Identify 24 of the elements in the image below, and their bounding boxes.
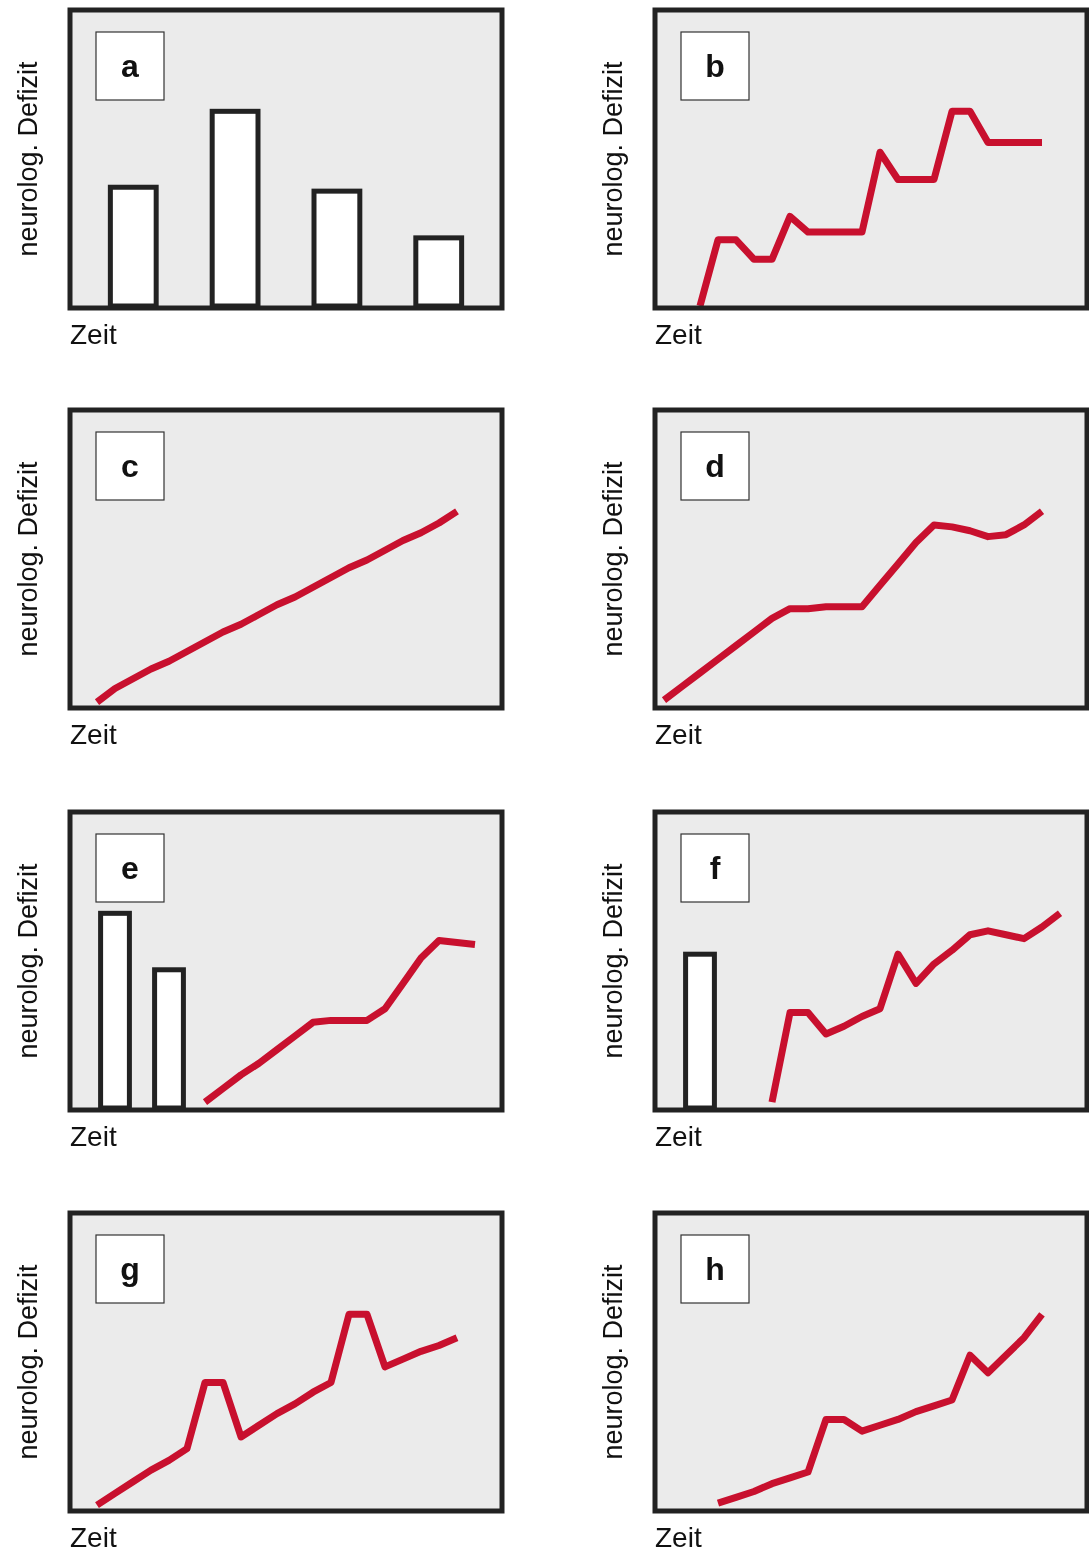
chart-title: a (121, 48, 140, 84)
x-axis-title: Zeit (655, 319, 702, 350)
x-axis-title: Zeit (655, 719, 702, 750)
y-axis-title: neurolog. Defizit (598, 460, 628, 657)
x-axis-title: Zeit (655, 1121, 702, 1152)
y-axis-title: neurolog. Defizit (598, 60, 628, 257)
chart-title: d (705, 448, 725, 484)
x-axis-title: Zeit (70, 1522, 117, 1553)
chart-title: h (705, 1251, 725, 1287)
chart-title: c (121, 448, 139, 484)
chart-title: f (709, 850, 721, 886)
y-axis-title: neurolog. Defizit (13, 862, 43, 1059)
x-axis-title: Zeit (70, 719, 117, 750)
y-axis-title: neurolog. Defizit (13, 460, 43, 657)
chart-title: b (705, 48, 725, 84)
y-axis-title: neurolog. Defizit (13, 1263, 43, 1460)
y-axis-title: neurolog. Defizit (598, 1263, 628, 1460)
x-axis-title: Zeit (70, 319, 117, 350)
y-axis-title: neurolog. Defizit (13, 60, 43, 257)
x-axis-title: Zeit (655, 1522, 702, 1553)
y-axis-title: neurolog. Defizit (598, 862, 628, 1059)
x-axis-title: Zeit (70, 1121, 117, 1152)
chart-title: e (121, 850, 139, 886)
chart-title: g (120, 1251, 140, 1287)
